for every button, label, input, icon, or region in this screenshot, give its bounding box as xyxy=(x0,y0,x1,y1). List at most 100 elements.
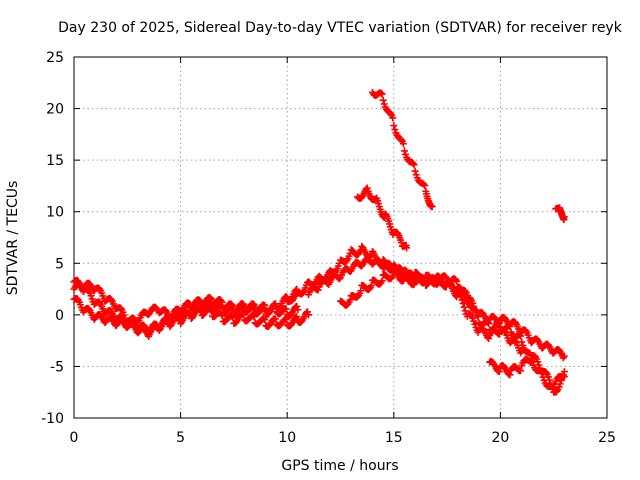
data-point xyxy=(410,161,418,169)
data-point xyxy=(218,298,226,306)
series-track-6 xyxy=(337,266,526,357)
data-point xyxy=(550,384,558,392)
data-point xyxy=(261,301,269,309)
data-point xyxy=(294,306,302,314)
y-tick-label: 10 xyxy=(46,205,64,221)
series-track-3 xyxy=(70,276,302,329)
data-series xyxy=(70,88,568,396)
data-point xyxy=(196,306,204,314)
data-point xyxy=(516,331,524,339)
y-tick-label: -5 xyxy=(50,359,64,375)
data-point xyxy=(228,312,236,320)
data-point xyxy=(249,300,257,308)
data-point xyxy=(411,167,419,175)
data-point xyxy=(208,295,216,303)
data-point xyxy=(196,296,204,304)
data-point xyxy=(549,385,557,393)
data-point xyxy=(208,307,216,315)
data-point xyxy=(229,314,237,322)
data-point xyxy=(218,312,226,320)
data-point xyxy=(428,203,436,211)
data-point xyxy=(560,352,568,360)
data-point xyxy=(293,302,301,310)
data-point xyxy=(271,315,279,323)
data-point xyxy=(420,279,428,287)
data-point xyxy=(357,287,365,295)
data-point xyxy=(117,304,125,312)
axis-ticks xyxy=(73,56,608,419)
data-point xyxy=(559,372,567,380)
data-point xyxy=(495,368,503,376)
data-point xyxy=(506,371,514,379)
data-point xyxy=(250,313,258,321)
data-point xyxy=(527,357,535,365)
data-point xyxy=(517,367,525,375)
data-point xyxy=(410,280,418,288)
data-point xyxy=(249,312,257,320)
y-tick-label: -10 xyxy=(41,411,64,427)
data-point xyxy=(239,311,247,319)
x-tick-labels: 0 5 10 15 20 25 xyxy=(70,430,616,446)
data-point xyxy=(534,358,542,366)
data-point xyxy=(391,126,399,134)
y-tick-label: 15 xyxy=(46,153,64,169)
series-track-10 xyxy=(552,204,568,224)
data-point xyxy=(379,96,387,104)
data-point xyxy=(314,286,322,294)
data-point xyxy=(463,291,471,299)
data-point xyxy=(174,315,182,323)
x-tick-label: 20 xyxy=(491,430,509,446)
data-point xyxy=(206,306,214,314)
data-point xyxy=(470,317,478,325)
data-point xyxy=(518,338,526,346)
data-point xyxy=(271,302,279,310)
data-point xyxy=(453,277,461,285)
data-point xyxy=(397,239,405,247)
data-point xyxy=(442,283,450,291)
plot-frame xyxy=(73,56,608,419)
data-point xyxy=(250,301,258,309)
data-point xyxy=(368,247,376,255)
data-point xyxy=(390,122,398,130)
data-point xyxy=(458,296,466,304)
data-point xyxy=(495,330,503,338)
data-point xyxy=(517,332,525,340)
data-point xyxy=(442,273,450,281)
series-track-7 xyxy=(486,352,568,393)
y-tick-label: 20 xyxy=(46,102,64,118)
data-point xyxy=(421,181,429,189)
series-track-9 xyxy=(354,184,411,252)
data-point xyxy=(229,302,237,310)
data-point xyxy=(367,282,375,290)
y-tick-label: 0 xyxy=(55,308,64,324)
data-point xyxy=(467,311,475,319)
data-point xyxy=(399,277,407,285)
data-point xyxy=(282,316,290,324)
data-point xyxy=(506,322,514,330)
data-point xyxy=(459,299,467,307)
data-point xyxy=(460,303,468,311)
chart-title: Day 230 of 2025, Sidereal Day-to-day VTE… xyxy=(58,20,623,36)
data-point xyxy=(471,320,479,328)
data-point xyxy=(282,305,290,313)
y-tick-label: 5 xyxy=(55,256,64,272)
data-point xyxy=(420,180,428,188)
data-point xyxy=(441,272,449,280)
data-point xyxy=(484,318,492,326)
data-point xyxy=(421,278,429,286)
data-point xyxy=(378,90,386,98)
data-point xyxy=(305,311,313,319)
data-point xyxy=(389,114,397,122)
data-point xyxy=(399,140,407,148)
x-tick-label: 15 xyxy=(385,430,403,446)
data-point xyxy=(431,278,439,286)
x-axis-label: GPS time / hours xyxy=(281,458,398,474)
data-point xyxy=(363,184,371,192)
x-tick-label: 10 xyxy=(278,430,296,446)
x-tick-label: 0 xyxy=(70,430,79,446)
data-point xyxy=(335,275,343,283)
data-point xyxy=(474,311,482,319)
data-point xyxy=(403,244,411,252)
